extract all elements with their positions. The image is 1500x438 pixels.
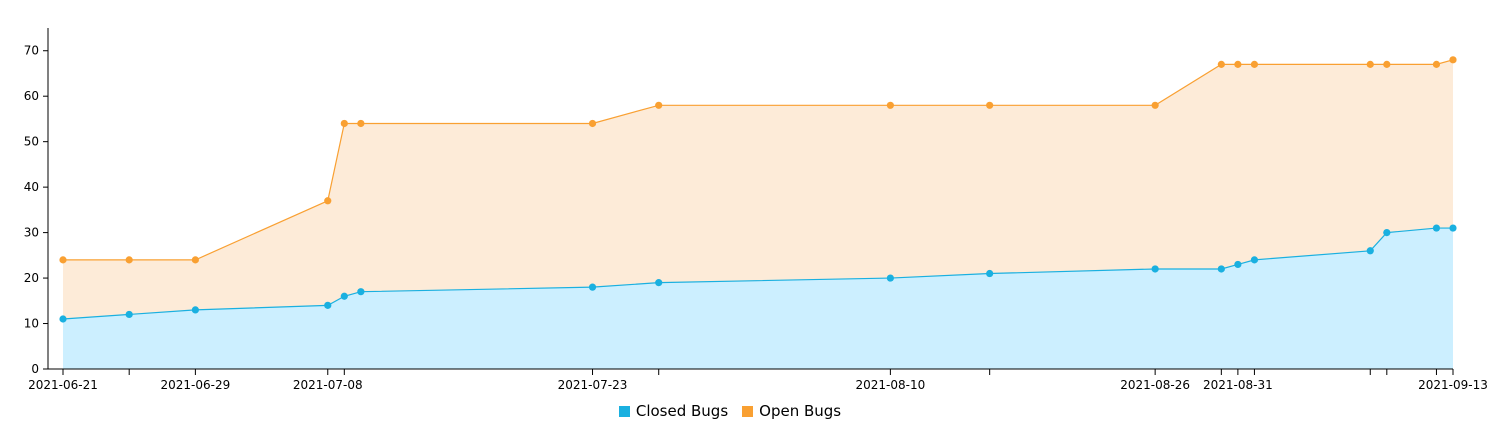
point-closed-bugs-6	[588, 283, 597, 291]
y-tick-label-20: 20	[24, 271, 39, 285]
point-closed-bugs-13	[1250, 256, 1259, 264]
point-open-bugs-6	[588, 119, 597, 128]
point-closed-bugs-1	[125, 310, 133, 319]
legend-item-open[interactable]: Open Bugs	[742, 402, 841, 420]
x-tick-label-2021-08-31: 2021-08-31	[1203, 378, 1273, 392]
point-closed-bugs-17	[1449, 224, 1457, 232]
point-open-bugs-10	[1151, 101, 1159, 109]
point-open-bugs-16	[1432, 60, 1441, 68]
x-tick-label-2021-06-21: 2021-06-21	[28, 378, 98, 392]
y-tick-label-0: 0	[31, 362, 39, 376]
point-open-bugs-15	[1383, 60, 1391, 68]
y-tick-label-50: 50	[24, 135, 39, 149]
point-closed-bugs-9	[986, 269, 994, 278]
x-tick-label-2021-08-26: 2021-08-26	[1120, 378, 1190, 392]
point-open-bugs-3	[324, 197, 332, 205]
y-tick-label-10: 10	[24, 317, 39, 331]
point-closed-bugs-11	[1217, 265, 1225, 273]
point-closed-bugs-14	[1366, 247, 1374, 255]
point-closed-bugs-15	[1383, 229, 1391, 237]
point-open-bugs-7	[655, 101, 663, 109]
point-open-bugs-8	[886, 101, 894, 109]
point-closed-bugs-2	[191, 306, 199, 314]
point-open-bugs-11	[1217, 60, 1225, 68]
point-open-bugs-13	[1250, 60, 1259, 68]
x-tick-label-2021-08-10: 2021-08-10	[856, 378, 926, 392]
y-tick-label-60: 60	[24, 89, 39, 103]
point-open-bugs-0	[59, 256, 67, 264]
stacked-area-chart: 0 10 20 30 40 50 60 70 2021-06-21 2021-06-29 2021-…	[24, 28, 1488, 392]
legend-item-closed[interactable]: Closed Bugs	[618, 402, 729, 420]
point-open-bugs-1	[125, 256, 133, 264]
legend-swatch-open	[742, 405, 754, 417]
point-open-bugs-17	[1449, 56, 1457, 64]
point-open-bugs-12	[1234, 60, 1242, 68]
point-closed-bugs-8	[886, 274, 894, 282]
line-closed-bugs	[62, 227, 1453, 320]
point-open-bugs-14	[1366, 60, 1374, 68]
y-tick-label-70: 70	[24, 44, 39, 58]
y-tick-label-30: 30	[24, 226, 39, 240]
point-open-bugs-9	[986, 101, 994, 109]
legend: Closed Bugs Open Bugs	[0, 402, 1460, 420]
area-closed-bugs	[63, 228, 1453, 369]
area-open-bugs	[63, 59, 1453, 319]
point-closed-bugs-7	[655, 279, 663, 287]
x-tick-label-2021-07-07: 2021-07-08	[293, 378, 363, 392]
point-open-bugs-2	[191, 256, 199, 264]
x-tick-label-2021-09-13: 2021-09-13	[1418, 378, 1488, 392]
legend-label-open: Open Bugs	[759, 402, 842, 420]
point-closed-bugs-12	[1234, 260, 1242, 269]
y-tick-label-40: 40	[24, 180, 39, 194]
point-open-bugs-5	[357, 119, 365, 128]
point-closed-bugs-16	[1432, 224, 1441, 232]
legend-swatch-closed	[618, 405, 630, 417]
x-tick-label-2021-06-29: 2021-06-29	[161, 378, 231, 392]
point-closed-bugs-5	[357, 288, 365, 296]
point-open-bugs-4	[340, 119, 348, 128]
legend-label-closed: Closed Bugs	[635, 402, 729, 420]
point-closed-bugs-3	[324, 301, 332, 309]
x-tick-label-2021-07-23: 2021-07-23	[558, 378, 628, 392]
point-closed-bugs-10	[1151, 265, 1159, 273]
point-closed-bugs-0	[59, 315, 67, 323]
point-closed-bugs-4	[340, 292, 348, 300]
